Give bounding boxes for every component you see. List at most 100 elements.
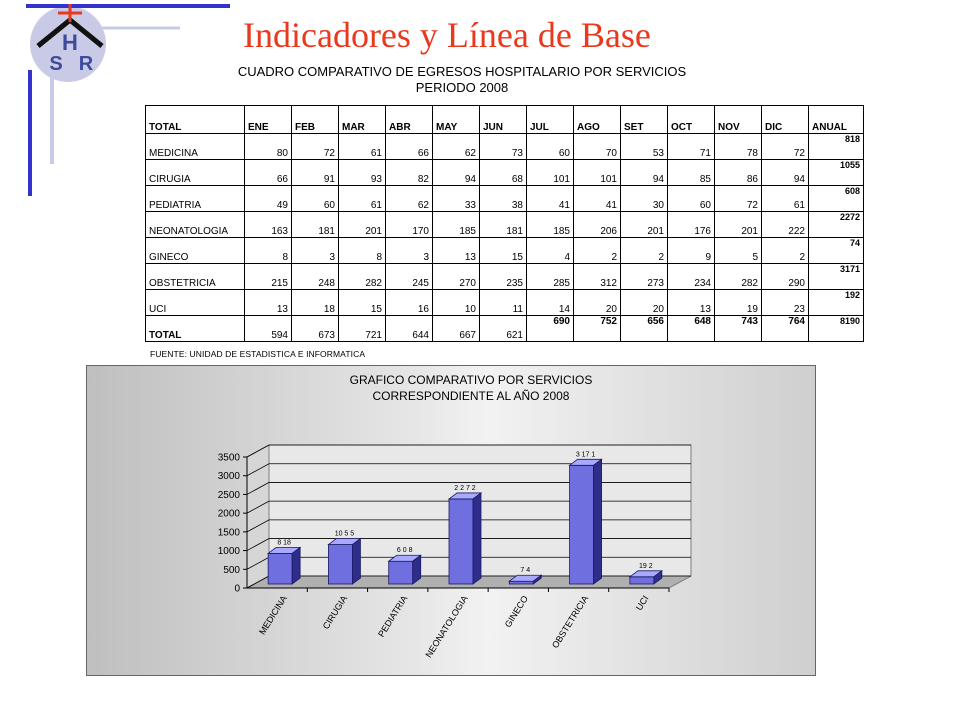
header-cell: SET: [620, 105, 668, 134]
row-label: GINECO: [145, 237, 245, 264]
bar-front: [508, 580, 534, 585]
y-gridline: [246, 500, 691, 514]
table-cell: 13: [432, 237, 480, 264]
table-cell: 764: [761, 315, 809, 342]
table-cell: 53: [620, 133, 668, 160]
bar-front: [388, 560, 414, 585]
row-label: NEONATOLOGIA: [145, 211, 245, 238]
header-cell: TOTAL: [145, 105, 245, 134]
table-cell: 82: [385, 159, 433, 186]
table-cell: 68: [479, 159, 527, 186]
table-cell: 5: [714, 237, 762, 264]
table-cell: 11: [479, 289, 527, 316]
bar-side: [593, 458, 602, 585]
data-label: 19 2: [639, 563, 653, 570]
table-cell: 721: [338, 315, 386, 342]
data-label: 6 0 8: [397, 547, 413, 554]
table-cell: 14: [526, 289, 574, 316]
table-cell: 273: [620, 263, 668, 290]
table-cell: 248: [291, 263, 339, 290]
table-cell: 185: [526, 211, 574, 238]
annual-cell: 2272: [808, 211, 864, 238]
table-cell: 206: [573, 211, 621, 238]
y-gridline: [246, 538, 691, 551]
bar-front: [448, 498, 474, 585]
row-label: CIRUGIA: [145, 159, 245, 186]
table-cell: 3: [385, 237, 433, 264]
table-cell: 181: [479, 211, 527, 238]
table-cell: 94: [432, 159, 480, 186]
x-category-label: MEDICINA: [257, 594, 289, 637]
table-cell: 78: [714, 133, 762, 160]
table-cell: 201: [338, 211, 386, 238]
table-cell: 41: [526, 185, 574, 212]
table-cell: 94: [761, 159, 809, 186]
table-cell: 201: [620, 211, 668, 238]
table-cell: 648: [667, 315, 715, 342]
y-tick-label: 1500: [218, 527, 241, 538]
table-cell: 101: [573, 159, 621, 186]
y-tick-label: 3500: [218, 453, 241, 464]
table-cell: 20: [573, 289, 621, 316]
row-label: UCI: [145, 289, 245, 316]
logo-letter-h: H: [62, 30, 78, 55]
table-cell: 61: [338, 185, 386, 212]
table-cell: 752: [573, 315, 621, 342]
data-label: 3 17 1: [576, 451, 596, 458]
table-cell: 10: [432, 289, 480, 316]
table-cell: 33: [432, 185, 480, 212]
table-caption-line1: CUADRO COMPARATIVO DE EGRESOS HOSPITALAR…: [237, 64, 687, 79]
annual-cell: 74: [808, 237, 864, 264]
table-cell: 2: [573, 237, 621, 264]
y-tick-label: 0: [234, 584, 240, 595]
bar-front: [569, 464, 594, 585]
chart-title: GRAFICO COMPARATIVO POR SERVICIOS: [349, 373, 593, 387]
table-cell: 61: [338, 133, 386, 160]
table-cell: 18: [291, 289, 339, 316]
table-cell: 60: [667, 185, 715, 212]
header-cell: NOV: [714, 105, 762, 134]
bar-side: [412, 554, 422, 585]
table-cell: 222: [761, 211, 809, 238]
bar-front: [629, 576, 655, 585]
table-cell: 185: [432, 211, 480, 238]
y-gridline: [246, 519, 691, 533]
chart-panel: GRAFICO COMPARATIVO POR SERVICIOS CORRES…: [86, 365, 816, 676]
table-cell: 94: [620, 159, 668, 186]
row-label: MEDICINA: [145, 133, 245, 160]
header-cell: FEB: [291, 105, 339, 134]
table-cell: 62: [385, 185, 433, 212]
table-cell: 270: [432, 263, 480, 290]
y-tick-label: 2500: [218, 490, 241, 501]
table-total-row: TOTAL 594 673 721 644 667 621 690 752 656 648 743 76…: [145, 315, 864, 342]
x-category-label: UCI: [634, 594, 651, 612]
annual-cell: 192: [808, 289, 864, 316]
x-category-label: NEONATOLOGIA: [423, 594, 469, 660]
table-cell: 673: [291, 315, 339, 342]
x-category-label: CIRUGIA: [321, 594, 349, 631]
header-cell: AGO: [573, 105, 621, 134]
table-row: MEDICINA 80 72 61 66 62 73 60 70 53 71 78 72 818: [145, 133, 864, 160]
table-cell: 235: [479, 263, 527, 290]
bar-side: [653, 570, 663, 585]
table-cell: 170: [385, 211, 433, 238]
annual-cell: 8190: [808, 315, 864, 342]
table-cell: 61: [761, 185, 809, 212]
chart-side-wall: [246, 444, 270, 589]
logo-letter-s: S: [49, 53, 62, 75]
table-cell: 8: [244, 237, 292, 264]
header-cell: ENE: [244, 105, 292, 134]
table-cell: 30: [620, 185, 668, 212]
table-cell: 60: [526, 133, 574, 160]
table-cell: 282: [714, 263, 762, 290]
table-cell: 85: [667, 159, 715, 186]
table-header-row: TOTAL ENE FEB MAR ABR MAY JUN JUL AGO SET OCT NOV DI…: [145, 105, 864, 134]
table-cell: 73: [479, 133, 527, 160]
table-cell: 62: [432, 133, 480, 160]
table-cell: 3: [291, 237, 339, 264]
x-category-label: PEDIATRIA: [376, 594, 409, 639]
table-cell: 19: [714, 289, 762, 316]
table-cell: 16: [385, 289, 433, 316]
table-cell: 23: [761, 289, 809, 316]
y-gridline: [246, 463, 691, 477]
